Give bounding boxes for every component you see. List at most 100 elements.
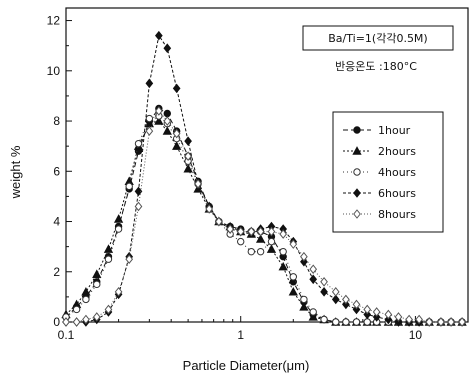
annotation-line-1-box xyxy=(302,25,454,51)
data-point xyxy=(113,214,124,223)
legend-label: 1hour xyxy=(378,124,411,137)
y-tick-label: 0 xyxy=(53,315,60,329)
y-axis-title: weight % xyxy=(8,145,23,199)
y-tick-label: 10 xyxy=(47,64,61,78)
data-point xyxy=(184,151,192,162)
y-tick-label: 12 xyxy=(47,14,61,28)
data-point xyxy=(72,317,81,327)
data-point xyxy=(363,309,372,320)
data-point xyxy=(309,264,318,275)
y-tick-label: 4 xyxy=(53,215,60,229)
data-point xyxy=(205,204,214,214)
legend-marker xyxy=(353,188,361,198)
data-point xyxy=(394,317,403,327)
data-point xyxy=(145,126,154,136)
data-point xyxy=(363,318,371,326)
data-point xyxy=(320,315,328,324)
data-point xyxy=(458,317,466,327)
data-point xyxy=(299,302,309,311)
series-line-6hours xyxy=(66,34,463,323)
data-point xyxy=(162,126,172,135)
series-layer xyxy=(61,30,467,327)
data-point xyxy=(394,312,403,322)
data-point xyxy=(308,312,318,321)
data-point xyxy=(288,287,298,296)
legend: 1hour 2hours 4hours 6hours 8hours xyxy=(332,111,444,233)
x-tick-label: 10 xyxy=(409,328,423,342)
legend-marker xyxy=(353,168,361,176)
data-point xyxy=(279,247,287,256)
data-point xyxy=(342,318,350,326)
legend-item-6hours: 6hours xyxy=(343,187,416,200)
data-point xyxy=(125,182,133,191)
data-point xyxy=(114,287,123,297)
data-point xyxy=(300,295,308,304)
legend-item-1hour: 1hour xyxy=(343,124,411,137)
data-point xyxy=(437,317,445,327)
data-point xyxy=(155,106,163,116)
data-point xyxy=(172,128,181,139)
x-tick-label: 1 xyxy=(237,328,244,342)
data-point xyxy=(172,141,182,150)
data-point xyxy=(352,299,361,310)
data-point xyxy=(226,224,234,234)
data-point xyxy=(163,109,171,118)
data-point xyxy=(342,294,350,305)
series-8hours xyxy=(62,106,466,327)
plot-frame xyxy=(65,7,469,323)
data-point xyxy=(92,269,102,278)
data-point xyxy=(237,237,245,246)
legend-item-2hours: 2hours xyxy=(343,145,416,158)
data-point xyxy=(103,244,114,253)
data-point xyxy=(278,261,288,271)
data-point xyxy=(93,280,101,289)
data-point xyxy=(289,239,298,249)
legend-marker xyxy=(353,209,361,219)
y-tick-label: 8 xyxy=(53,114,60,128)
annotation-line-1: Ba/Ti=1(각각0.5M) xyxy=(328,32,427,45)
data-point xyxy=(154,116,164,125)
data-point xyxy=(145,114,154,123)
data-point xyxy=(82,314,90,325)
annotation-box: Ba/Ti=1(각각0.5M) 반응온도 :180°C xyxy=(302,25,454,73)
annotation-line-2: 반응온도 :180°C xyxy=(335,60,417,73)
data-point xyxy=(215,216,223,227)
x-tick-label: 0.1 xyxy=(58,328,75,342)
data-point xyxy=(81,287,91,296)
data-point xyxy=(256,247,265,256)
legend-item-4hours: 4hours xyxy=(343,166,416,179)
legend-label: 4hours xyxy=(378,166,416,179)
data-point xyxy=(342,299,350,310)
data-point xyxy=(247,226,256,237)
data-point xyxy=(352,304,361,315)
data-point xyxy=(309,274,318,285)
data-point xyxy=(320,287,328,297)
data-point xyxy=(184,136,192,146)
data-point xyxy=(331,294,340,305)
data-point xyxy=(194,179,202,189)
data-point xyxy=(372,307,381,317)
x-axis-title: Particle Diameter(μm) xyxy=(183,358,310,373)
y-tick-label: 6 xyxy=(53,164,60,178)
legend-marker xyxy=(352,146,362,155)
data-point xyxy=(134,139,143,148)
axis-tick-labels: 0 2 4 6 8 10 12 0.1 1 10 xyxy=(47,14,423,342)
data-point xyxy=(332,318,340,326)
data-point xyxy=(247,247,256,256)
data-point xyxy=(352,318,361,326)
y-tick-label: 2 xyxy=(53,265,60,279)
data-point xyxy=(163,116,172,126)
data-point xyxy=(300,251,308,262)
data-point xyxy=(134,201,143,212)
data-point xyxy=(72,305,81,314)
legend-label: 2hours xyxy=(378,145,416,158)
data-point xyxy=(145,78,154,89)
legend-item-8hours: 8hours xyxy=(343,208,416,221)
data-point xyxy=(267,226,276,237)
data-point xyxy=(425,317,434,327)
data-point xyxy=(172,83,181,94)
data-point xyxy=(331,287,340,297)
data-point xyxy=(134,186,143,197)
data-point xyxy=(155,30,163,41)
